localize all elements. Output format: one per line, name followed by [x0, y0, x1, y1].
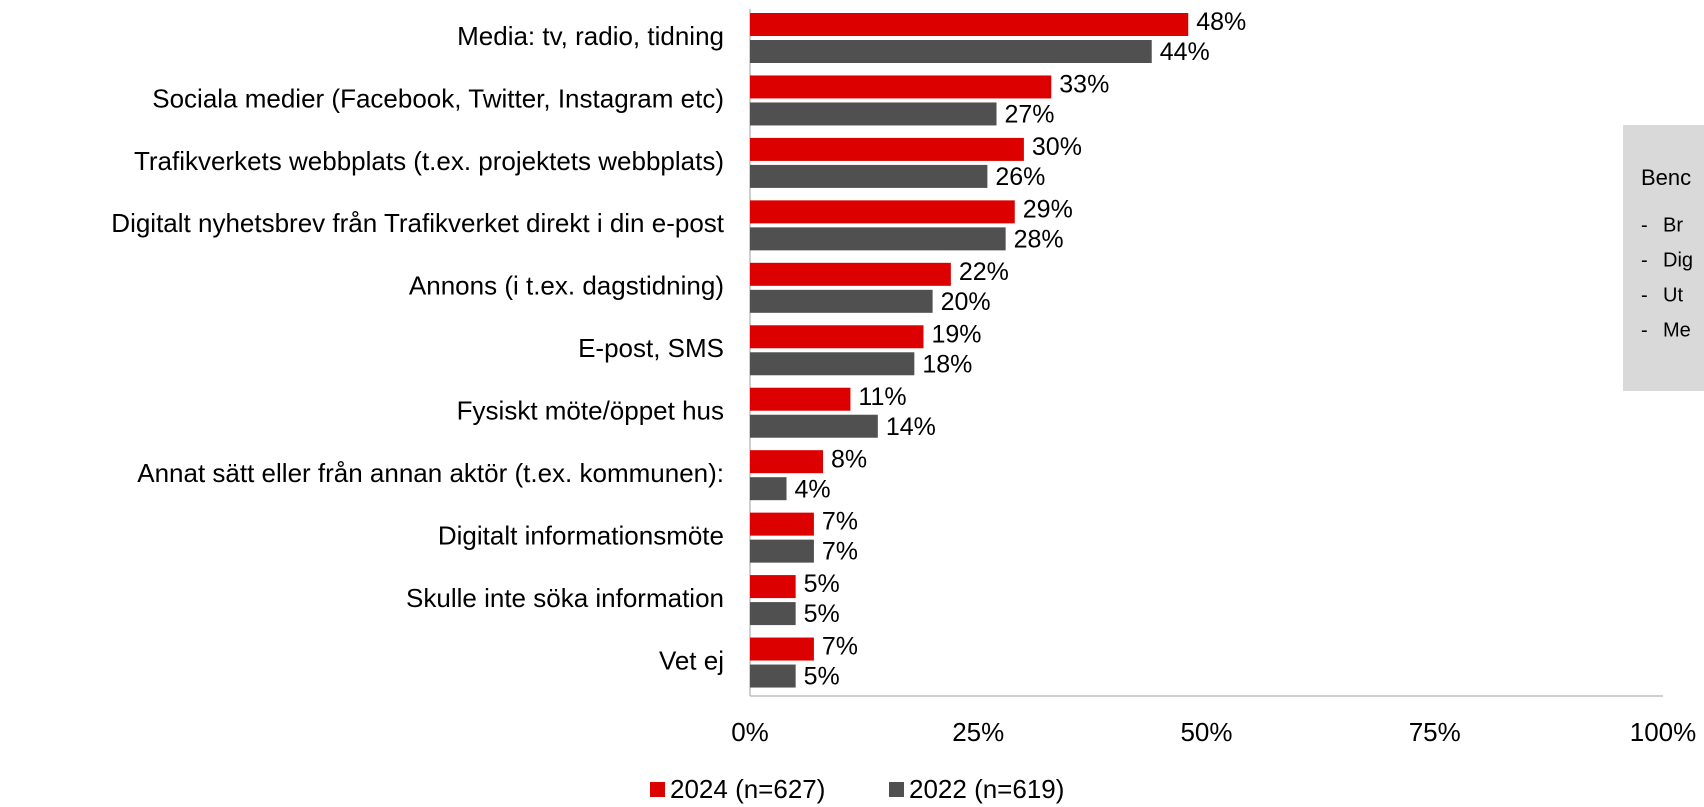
legend-label: 2022 (n=619): [909, 774, 1064, 804]
side-box-dash: -: [1641, 319, 1648, 341]
data-label: 5%: [804, 600, 840, 628]
bar: [750, 664, 796, 688]
data-label: 20%: [941, 288, 991, 316]
x-tick-label: 100%: [1630, 717, 1697, 747]
data-label: 7%: [822, 633, 858, 661]
category-label: Digitalt nyhetsbrev från Trafikverket di…: [111, 208, 724, 238]
bar: [750, 13, 1189, 36]
bar: [750, 575, 796, 599]
bar: [750, 512, 814, 536]
category-label: Annons (i t.ex. dagstidning): [409, 271, 724, 301]
category-label: Fysiskt möte/öppet hus: [457, 396, 724, 426]
bar: [750, 40, 1152, 63]
data-label: 7%: [822, 508, 858, 536]
side-box-item: Dig: [1663, 249, 1693, 271]
data-label: 22%: [959, 258, 1009, 286]
data-label: 11%: [858, 383, 906, 411]
data-label: 29%: [1023, 195, 1073, 223]
category-label: Media: tv, radio, tidning: [457, 21, 724, 51]
legend-swatch: [889, 782, 904, 797]
side-box-item: Ut: [1663, 284, 1683, 306]
x-tick-label: 75%: [1409, 717, 1461, 747]
data-label: 8%: [831, 445, 867, 473]
data-label: 7%: [822, 538, 858, 566]
x-tick-label: 50%: [1180, 717, 1232, 747]
x-tick-label: 25%: [952, 717, 1004, 747]
bar: [750, 450, 824, 474]
side-box-dash: -: [1641, 214, 1648, 236]
bar: [750, 539, 814, 563]
side-box: [1623, 125, 1704, 391]
data-label: 4%: [795, 475, 831, 503]
bar: [750, 102, 997, 126]
data-label: 26%: [995, 163, 1045, 191]
data-label: 27%: [1005, 101, 1055, 129]
data-label: 30%: [1032, 133, 1082, 161]
bar: [750, 414, 878, 438]
data-label: 33%: [1059, 71, 1109, 99]
data-label: 48%: [1196, 8, 1246, 36]
data-label: 44%: [1160, 38, 1210, 66]
data-label: 5%: [804, 663, 840, 691]
bar: [750, 200, 1015, 224]
bar: [750, 352, 915, 376]
x-tick-label: 0%: [731, 717, 769, 747]
bar: [750, 164, 988, 188]
bar: [750, 262, 951, 286]
category-label: E-post, SMS: [578, 333, 724, 363]
data-label: 14%: [886, 413, 936, 441]
bar: [750, 477, 787, 501]
bar: [750, 289, 933, 313]
category-label: Digitalt informationsmöte: [438, 521, 724, 551]
category-label: Vet ej: [659, 645, 724, 675]
side-box-dash: -: [1641, 284, 1648, 306]
data-label: 19%: [931, 320, 981, 348]
bar: [750, 602, 796, 626]
bar: [750, 387, 851, 411]
legend-label: 2024 (n=627): [670, 774, 825, 804]
data-label: 5%: [804, 570, 840, 598]
bar: [750, 325, 924, 349]
side-box-title: Benc: [1641, 165, 1691, 190]
bar: [750, 227, 1006, 251]
category-label: Skulle inte söka information: [406, 583, 724, 613]
side-box-item: Br: [1663, 214, 1683, 236]
bar: [750, 637, 814, 661]
side-box-dash: -: [1641, 249, 1648, 271]
data-label: 18%: [922, 350, 972, 378]
data-label: 28%: [1014, 225, 1064, 253]
bar: [750, 75, 1052, 99]
category-label: Annat sätt eller från annan aktör (t.ex.…: [137, 458, 724, 488]
side-box-item: Me: [1663, 319, 1691, 341]
category-label: Sociala medier (Facebook, Twitter, Insta…: [152, 83, 724, 113]
category-label: Trafikverkets webbplats (t.ex. projektet…: [134, 146, 724, 176]
legend-swatch: [650, 782, 665, 797]
bar: [750, 137, 1024, 161]
